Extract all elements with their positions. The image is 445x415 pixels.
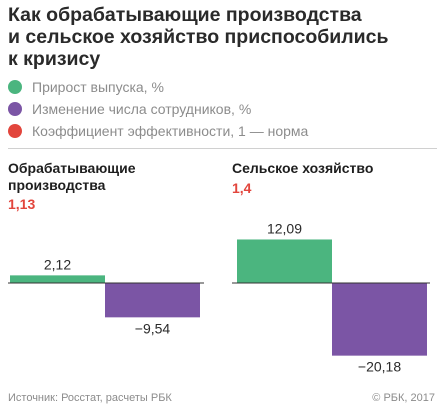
bar-manufacturing-output bbox=[10, 275, 105, 283]
title-line-3: к кризису bbox=[8, 48, 101, 70]
legend-item-output: Прирост выпуска, % bbox=[8, 76, 308, 98]
legend-item-coefficient: Коэффициент эффективности, 1 — норма bbox=[8, 120, 308, 142]
bar-agriculture-output bbox=[237, 239, 332, 283]
bar-manufacturing-employees bbox=[105, 283, 200, 318]
legend-label-coefficient: Коэффициент эффективности, 1 — норма bbox=[32, 123, 309, 139]
source-note: Источник: Росстат, расчеты РБК bbox=[8, 392, 172, 404]
data-label-agriculture-output: 12,09 bbox=[267, 220, 302, 236]
legend-dot-purple bbox=[8, 102, 22, 116]
data-label-agriculture-employees: −20,18 bbox=[358, 359, 401, 375]
legend-dot-green bbox=[8, 80, 22, 94]
copyright: © РБК, 2017 bbox=[372, 392, 435, 404]
legend-item-employees: Изменение числа сотрудников, % bbox=[8, 98, 308, 120]
bar-agriculture-employees bbox=[332, 283, 427, 356]
title-line-1: Как обрабатывающие производства bbox=[8, 4, 362, 26]
legend-dot-red bbox=[8, 124, 22, 138]
data-label-manufacturing-employees: −9,54 bbox=[135, 320, 171, 336]
legend-label-employees: Изменение числа сотрудников, % bbox=[32, 101, 252, 117]
panel-title-manufacturing: Обрабатывающие производства bbox=[8, 160, 136, 193]
divider bbox=[8, 148, 437, 149]
legend: Прирост выпуска, % Изменение числа сотру… bbox=[8, 76, 308, 142]
title-line-2: и сельское хозяйство приспособились bbox=[8, 26, 389, 48]
chart-title: Как обрабатывающие производства и сельск… bbox=[8, 4, 438, 70]
data-label-manufacturing-output: 2,12 bbox=[44, 256, 71, 272]
coefficient-agriculture: 1,4 bbox=[232, 180, 252, 196]
coefficient-manufacturing: 1,13 bbox=[8, 196, 36, 212]
legend-label-output: Прирост выпуска, % bbox=[32, 79, 164, 95]
panel-title-agriculture: Сельское хозяйство bbox=[232, 160, 374, 176]
